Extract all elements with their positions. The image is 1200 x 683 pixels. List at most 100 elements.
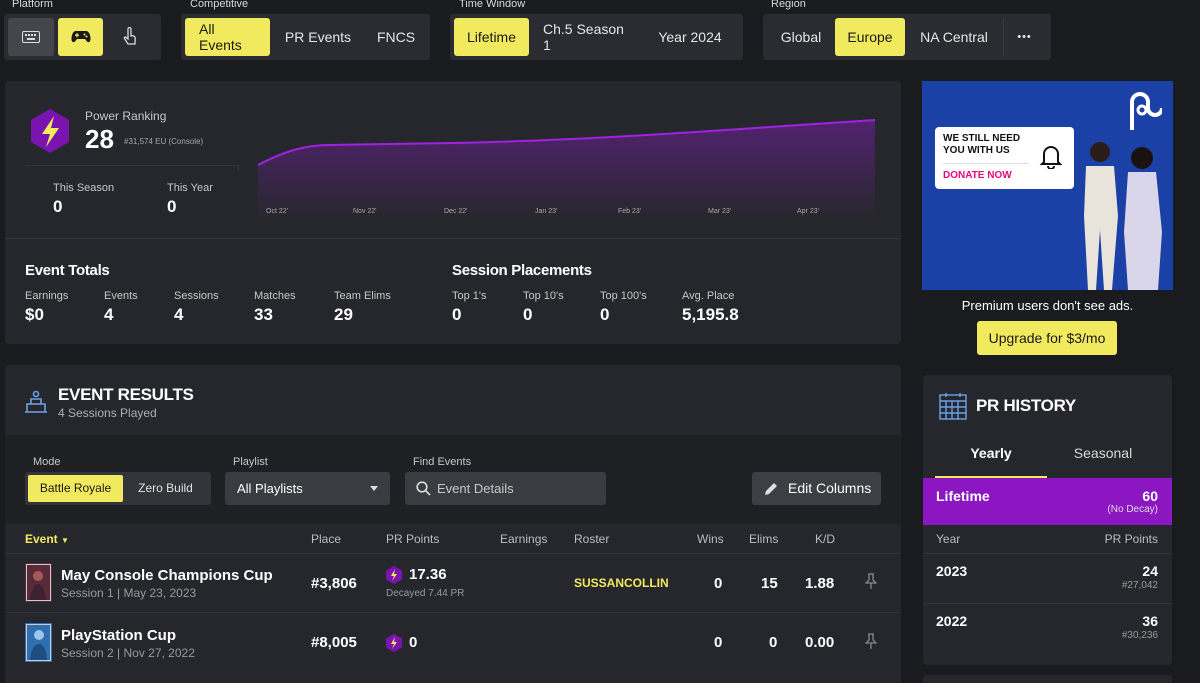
find-events-field (405, 472, 606, 505)
pr-row-year: 2022 (936, 613, 968, 629)
search-icon (416, 481, 431, 496)
time-ch5-season1[interactable]: Ch.5 Season 1 (543, 21, 624, 53)
top1-label: Top 1's (452, 290, 487, 302)
event-session: Session 2 | Nov 27, 2022 (61, 646, 195, 660)
earnings-label: Earnings (25, 290, 69, 302)
pr-row-divider (923, 553, 1172, 554)
pr-tab-yearly[interactable]: Yearly (935, 438, 1047, 478)
top10-value: 0 (523, 305, 533, 324)
chart-month-label: Dec 22' (444, 208, 468, 215)
chevron-down-icon (370, 486, 378, 491)
matches-label: Matches (254, 290, 296, 302)
col-kd-header[interactable]: K/D (815, 532, 836, 546)
col-earnings-header[interactable]: Earnings (500, 532, 548, 546)
upgrade-button[interactable]: Upgrade for $3/mo (977, 321, 1117, 355)
top100-label: Top 100's (600, 290, 647, 302)
event-wins: 0 (714, 634, 723, 651)
rank-divider-tick (238, 165, 239, 171)
event-pr-points: 17.36 (409, 566, 447, 583)
matches-value: 33 (254, 305, 273, 324)
region-europe[interactable]: Europe (835, 18, 905, 56)
col-roster-header[interactable]: Roster (574, 532, 610, 546)
this-year-value: 0 (167, 197, 177, 216)
chart-month-label: Jan 23' (535, 208, 558, 215)
event-elims: 0 (769, 634, 778, 651)
time-year-2024[interactable]: Year 2024 (658, 29, 722, 45)
pr-col-points: PR Points (1104, 532, 1158, 546)
competitive-fncs[interactable]: FNCS (376, 29, 416, 45)
ad-logo-icon (1130, 92, 1162, 130)
platform-controller-button[interactable] (57, 18, 104, 56)
table-row[interactable] (5, 612, 901, 683)
event-thumbnail (25, 623, 52, 662)
power-ranking-badge-icon (31, 109, 69, 153)
mode-toggle: Battle Royale Zero Build (25, 472, 211, 505)
edit-columns-button[interactable]: Edit Columns (752, 472, 881, 505)
playlist-label: Playlist (233, 456, 268, 468)
col-pr-points-header[interactable]: PR Points (386, 532, 440, 546)
pin-icon[interactable] (865, 573, 877, 589)
col-wins-header[interactable]: Wins (697, 532, 724, 546)
ad-divider (943, 163, 1029, 164)
sessions-value: 4 (174, 305, 184, 324)
premium-note: Premium users don't see ads. (961, 298, 1134, 313)
avg-place-value: 5,195.8 (682, 305, 739, 324)
find-events-label: Find Events (413, 456, 472, 468)
ad-message-card: WE STILL NEED YOU WITH US DONATE NOW (935, 127, 1074, 189)
pr-lifetime-note: (No Decay) (1107, 504, 1158, 515)
col-place-header[interactable]: Place (311, 532, 342, 546)
col-event-label: Event (25, 532, 58, 546)
event-kd: 1.88 (805, 575, 835, 592)
edit-columns-label: Edit Columns (788, 480, 872, 496)
pr-lifetime-label: Lifetime (936, 488, 990, 504)
mode-battle-royale[interactable]: Battle Royale (28, 475, 123, 502)
mode-label: Mode (33, 456, 61, 468)
platform-touch-button[interactable] (107, 18, 153, 56)
pr-lifetime-row: Lifetime 60 (No Decay) (923, 478, 1172, 525)
power-ranking-history-chart (257, 119, 876, 216)
rank-divider (25, 165, 238, 166)
gamepad-icon (71, 31, 90, 43)
events-value: 4 (104, 305, 114, 324)
col-elims-header[interactable]: Elims (749, 532, 779, 546)
event-decay: Decayed 7.44 PR (386, 588, 465, 599)
chart-area (258, 120, 875, 216)
pin-icon[interactable] (865, 633, 877, 649)
power-ranking-detail: #31,574 EU (Console) (124, 137, 204, 146)
chart-month-label: Oct 22' (266, 208, 288, 215)
find-events-input[interactable] (437, 472, 597, 505)
region-more-button[interactable]: ••• (1003, 18, 1045, 56)
event-wins: 0 (714, 575, 723, 592)
chart-month-label: Feb 23' (618, 208, 642, 215)
platform-keyboard-button[interactable] (8, 18, 54, 56)
time-lifetime[interactable]: Lifetime (454, 18, 529, 56)
region-global[interactable]: Global (780, 29, 822, 45)
event-name[interactable]: PlayStation Cup (61, 627, 177, 644)
competitive-pr-events[interactable]: PR Events (284, 29, 352, 45)
pr-tab-seasonal[interactable]: Seasonal (1073, 445, 1133, 461)
pr-row-points: 36 (1142, 613, 1158, 629)
playlist-select[interactable]: All Playlists (225, 472, 390, 505)
event-roster-player[interactable]: SUSSANCOLLIN (574, 576, 669, 590)
event-name[interactable]: May Console Champions Cup (61, 567, 273, 584)
competitive-all-events[interactable]: All Events (185, 18, 270, 56)
event-pr-points: 0 (409, 634, 418, 651)
pr-row-points: 24 (1142, 563, 1158, 579)
ad-donate-cta: DONATE NOW (943, 170, 1012, 181)
trophy-bracket-icon (25, 390, 47, 413)
this-year-label: This Year (167, 182, 213, 194)
chart-month-label: Nov 22' (353, 208, 377, 215)
this-season-label: This Season (53, 182, 115, 194)
ad-banner[interactable]: WE STILL NEED YOU WITH US DONATE NOW (922, 81, 1173, 290)
mode-zero-build[interactable]: Zero Build (138, 481, 193, 495)
event-results-title: EVENT RESULTS (58, 385, 194, 404)
table-row[interactable] (5, 553, 901, 611)
event-thumbnail (25, 563, 52, 602)
avg-place-label: Avg. Place (682, 290, 735, 302)
pr-row-rank: #30,236 (1121, 630, 1158, 641)
region-na-central[interactable]: NA Central (920, 29, 988, 45)
earnings-value: $0 (25, 305, 44, 324)
event-totals-title: Event Totals (25, 262, 110, 279)
panel-divider (5, 238, 901, 239)
col-event-header[interactable]: Event ▼ (25, 532, 69, 546)
